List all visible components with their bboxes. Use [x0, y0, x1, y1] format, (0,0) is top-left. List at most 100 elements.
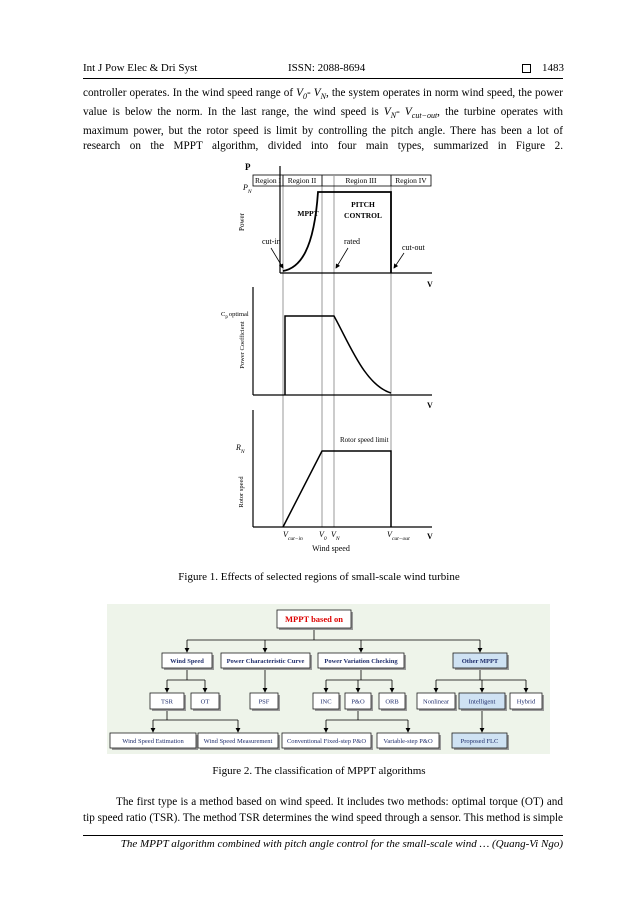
node-label: INC	[320, 699, 331, 706]
node-label: Hybrid	[517, 699, 536, 706]
node-box	[281, 732, 372, 749]
node-label: Intelligent	[469, 699, 496, 706]
axis-label: V	[427, 280, 433, 289]
annotation: cut-out	[402, 243, 425, 252]
node-label: PSF	[259, 699, 270, 706]
curve	[284, 315, 392, 395]
region-label: MPPT	[297, 209, 318, 218]
paragraph: The first type is a method based on wind…	[83, 795, 563, 826]
symbol: V	[331, 530, 337, 539]
node-label: Power Variation Checking	[324, 658, 398, 665]
axis-title: Wind speed	[312, 544, 350, 553]
x-label: Vcut−in	[283, 530, 303, 542]
node-box	[458, 692, 506, 710]
node-label: Other MPPT	[462, 658, 499, 665]
text-run: , the turbine operates with maximum powe…	[83, 105, 563, 153]
subscript: 0	[324, 536, 327, 542]
node-box	[109, 732, 197, 749]
page-number: 1483	[542, 62, 564, 74]
subscript: cut−in	[288, 536, 303, 542]
math-symbol: V0	[296, 87, 307, 102]
axis-label: V	[427, 401, 433, 410]
node-label: Wind Speed	[170, 658, 204, 665]
figure-caption: Figure 1. Effects of selected regions of…	[178, 571, 460, 583]
symbol: R	[235, 443, 241, 452]
node-box	[220, 652, 311, 669]
paragraph: controller operates. In the wind speed r…	[83, 86, 563, 155]
node-box	[378, 692, 406, 710]
axis-title: Rotor speed	[238, 476, 245, 508]
curve	[282, 450, 392, 528]
axis-title: Power	[238, 212, 246, 231]
math-symbol: VN	[383, 105, 397, 121]
node-label: Power Characteristic Curve	[227, 658, 305, 665]
node-label: TSR	[161, 699, 174, 706]
node-box	[149, 692, 185, 710]
region-label: Region I	[255, 176, 282, 185]
x-label: Vcut−out	[387, 530, 410, 542]
text-run: The first type is a method based on wind…	[83, 796, 563, 824]
text-run: -	[396, 105, 405, 118]
annotation: cut-in	[262, 237, 281, 246]
node-box	[190, 692, 220, 710]
subscript: 0	[302, 92, 307, 102]
rated-power-label: PN	[242, 183, 252, 195]
subscript: cut−out	[411, 111, 438, 121]
region-label: Region IV	[395, 176, 427, 185]
axis-title: Power Coefficient	[239, 321, 246, 369]
node-box	[452, 652, 508, 669]
annotation: Rotor speed limit	[340, 436, 389, 444]
region-label: CONTROL	[344, 211, 382, 220]
node-box	[376, 732, 440, 749]
header-rule	[83, 78, 563, 79]
annotation: rated	[344, 237, 360, 246]
node-box	[197, 732, 279, 749]
subscript: N	[247, 189, 252, 195]
region-label: Region II	[288, 176, 317, 185]
node-label: ORB	[385, 699, 399, 706]
node-label: Variable-step P&O	[383, 738, 433, 745]
math-symbol: VN	[313, 87, 326, 102]
node-box	[161, 652, 213, 669]
symbol: V	[387, 530, 393, 539]
node-box	[509, 692, 543, 710]
subscript: cut−out	[392, 536, 410, 542]
text-run: -	[306, 87, 314, 99]
region-label: PITCH	[351, 200, 375, 209]
node-label: MPPT based on	[285, 614, 343, 624]
figure-caption: Figure 2. The classification of MPPT alg…	[212, 765, 426, 777]
footer: The MPPT algorithm combined with pitch a…	[120, 838, 563, 850]
node-label: P&O	[351, 699, 365, 706]
issn: ISSN: 2088-8694	[288, 62, 366, 74]
x-label: VN	[331, 530, 340, 542]
node-label: Conventional Fixed-step P&O	[287, 738, 366, 745]
cp-label: Cpoptimal	[221, 311, 249, 320]
symbol: V	[283, 530, 289, 539]
text-run: controller operates. In the wind speed r…	[83, 87, 297, 99]
symbol: P	[242, 183, 248, 192]
node-box	[317, 652, 405, 669]
symbol: C	[221, 311, 225, 318]
math-symbol: Vcut−out	[404, 105, 438, 121]
node-box	[416, 692, 456, 710]
line	[335, 247, 349, 269]
subscript: N	[335, 536, 340, 542]
axis-label: P	[245, 162, 251, 172]
subscript: p	[225, 315, 228, 320]
line	[393, 252, 405, 269]
node-label: Nonlinear	[423, 699, 450, 706]
text-run: optimal	[229, 311, 249, 318]
subscript: N	[320, 92, 326, 102]
x-label: V0	[319, 530, 327, 542]
symbol: V	[319, 530, 325, 539]
footer-rule	[83, 835, 563, 836]
node-box	[276, 609, 352, 629]
node-label: Wind Speed Measurement	[204, 738, 273, 745]
region-bar	[252, 174, 432, 187]
node-box	[344, 692, 372, 710]
line	[270, 247, 284, 269]
axis-label: V	[427, 532, 433, 541]
text-run: , the system operates in norm wind speed…	[83, 87, 563, 118]
region-label: Region III	[345, 176, 377, 185]
